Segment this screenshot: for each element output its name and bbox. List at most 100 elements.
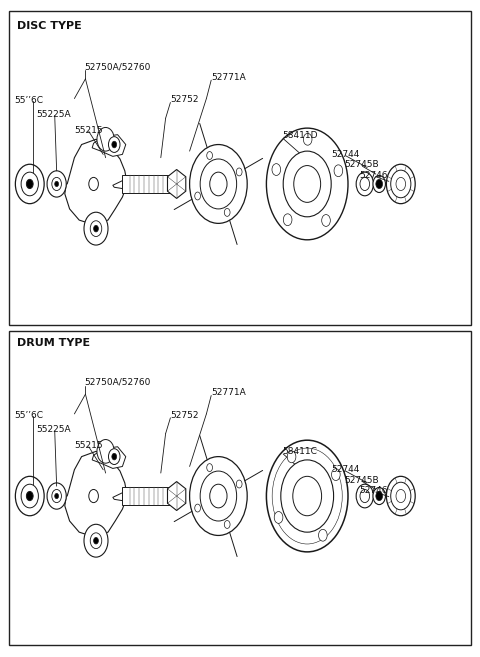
FancyBboxPatch shape (9, 11, 471, 325)
Circle shape (26, 179, 33, 189)
Circle shape (84, 524, 108, 557)
Text: 52746: 52746 (359, 486, 387, 495)
Circle shape (112, 453, 117, 460)
Circle shape (55, 181, 59, 187)
Text: 55215: 55215 (74, 125, 103, 135)
Circle shape (356, 172, 373, 196)
Text: 52752: 52752 (170, 411, 199, 420)
Circle shape (294, 166, 321, 202)
Circle shape (236, 480, 242, 488)
Polygon shape (65, 139, 127, 225)
Text: 58411C: 58411C (282, 447, 317, 456)
Circle shape (303, 133, 312, 145)
Circle shape (266, 128, 348, 240)
Circle shape (274, 512, 283, 524)
Circle shape (272, 164, 281, 175)
Circle shape (97, 127, 114, 151)
Text: 52746: 52746 (359, 171, 387, 180)
Circle shape (332, 468, 340, 480)
Circle shape (356, 484, 373, 508)
Text: 55’’6C: 55’’6C (14, 411, 43, 420)
Circle shape (210, 172, 227, 196)
Circle shape (94, 225, 98, 232)
Circle shape (15, 476, 44, 516)
Circle shape (21, 484, 38, 508)
Circle shape (21, 172, 38, 196)
Circle shape (94, 537, 98, 544)
Circle shape (386, 164, 415, 204)
Circle shape (319, 530, 327, 541)
Circle shape (108, 137, 120, 152)
Text: 52745B: 52745B (345, 476, 379, 485)
Circle shape (396, 177, 406, 191)
Circle shape (266, 440, 348, 552)
Circle shape (360, 489, 370, 503)
Polygon shape (65, 451, 127, 537)
Polygon shape (122, 487, 170, 505)
Polygon shape (113, 176, 158, 191)
Text: DRUM TYPE: DRUM TYPE (17, 338, 90, 348)
Circle shape (396, 489, 406, 503)
Circle shape (47, 483, 66, 509)
Circle shape (224, 208, 230, 216)
Circle shape (360, 177, 370, 191)
Polygon shape (122, 175, 170, 193)
Circle shape (200, 159, 237, 209)
Text: 55225A: 55225A (36, 110, 71, 119)
FancyBboxPatch shape (9, 331, 471, 645)
Circle shape (210, 484, 227, 508)
Polygon shape (92, 447, 126, 468)
Text: 55225A: 55225A (36, 425, 71, 434)
Circle shape (52, 489, 61, 503)
Circle shape (281, 460, 334, 532)
Text: 55’’6C: 55’’6C (14, 96, 43, 105)
Text: 52771A: 52771A (211, 388, 246, 397)
Text: 52771A: 52771A (211, 73, 246, 82)
Text: 52750A/52760: 52750A/52760 (84, 62, 150, 72)
Text: DISC TYPE: DISC TYPE (17, 21, 82, 32)
Circle shape (373, 175, 385, 193)
Circle shape (287, 451, 296, 463)
Circle shape (15, 164, 44, 204)
Polygon shape (92, 135, 126, 156)
Circle shape (90, 221, 102, 237)
Text: 52745B: 52745B (345, 160, 379, 170)
Circle shape (195, 504, 201, 512)
Circle shape (195, 192, 201, 200)
Circle shape (207, 464, 213, 472)
Circle shape (89, 177, 98, 191)
Circle shape (89, 489, 98, 503)
Circle shape (90, 533, 102, 549)
Text: 52750A/52760: 52750A/52760 (84, 378, 150, 387)
Circle shape (190, 145, 247, 223)
Circle shape (224, 520, 230, 528)
Circle shape (207, 152, 213, 160)
Circle shape (200, 471, 237, 521)
Circle shape (391, 482, 411, 510)
Text: 58411D: 58411D (282, 131, 318, 141)
Circle shape (26, 491, 33, 501)
Circle shape (108, 449, 120, 464)
Circle shape (386, 476, 415, 516)
Circle shape (322, 215, 330, 227)
Circle shape (283, 214, 292, 225)
Circle shape (293, 476, 322, 516)
Circle shape (236, 168, 242, 176)
Text: 55215: 55215 (74, 441, 103, 450)
Text: 52752: 52752 (170, 95, 199, 104)
Circle shape (47, 171, 66, 197)
Circle shape (112, 141, 117, 148)
Circle shape (376, 491, 383, 501)
Text: 52744: 52744 (331, 150, 360, 159)
Circle shape (373, 487, 385, 505)
Circle shape (55, 493, 59, 499)
Circle shape (190, 457, 247, 535)
Circle shape (97, 440, 114, 463)
Circle shape (376, 179, 383, 189)
Circle shape (283, 151, 331, 217)
Circle shape (52, 177, 61, 191)
Text: 52744: 52744 (331, 465, 360, 474)
Polygon shape (168, 482, 186, 510)
Polygon shape (168, 170, 186, 198)
Circle shape (334, 165, 343, 177)
